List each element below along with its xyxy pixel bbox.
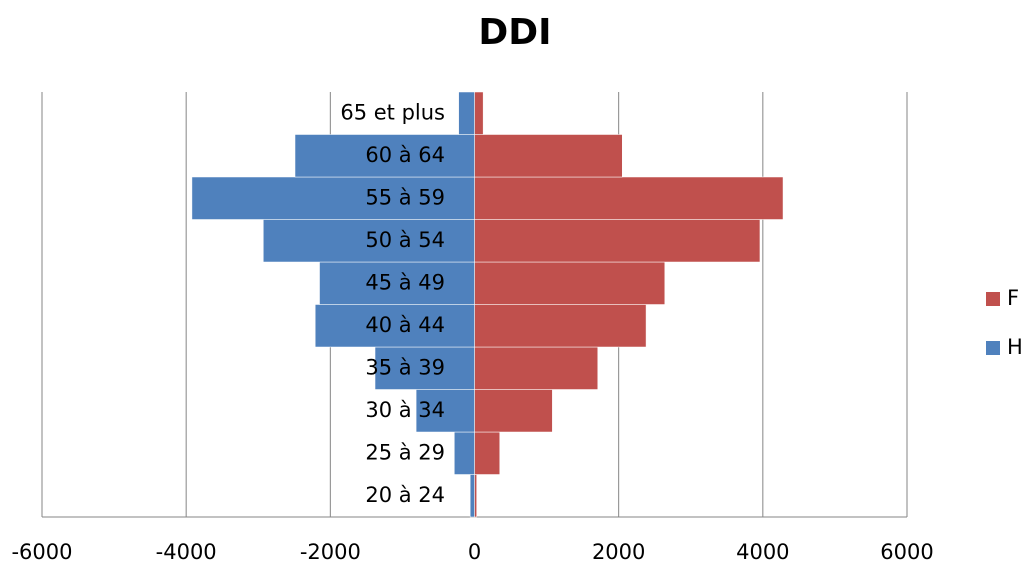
y-tick-label: 50 à 54: [365, 228, 445, 252]
x-tick-label: 4000: [736, 540, 789, 564]
bar: [474, 346, 599, 390]
legend-swatch: [986, 341, 1000, 355]
bar: [469, 474, 475, 518]
y-tick-label: 40 à 44: [365, 313, 445, 337]
y-tick-label: 30 à 34: [365, 398, 445, 422]
legend-label: H: [1007, 335, 1023, 359]
bar: [458, 91, 475, 135]
x-tick-label: -4000: [156, 540, 217, 564]
bar: [474, 134, 623, 178]
x-tick-label: 6000: [880, 540, 933, 564]
bar: [474, 389, 553, 433]
bar: [474, 474, 477, 518]
x-tick-label: -6000: [11, 540, 72, 564]
bar: [263, 219, 475, 263]
x-tick-label: 0: [468, 540, 481, 564]
bar: [454, 431, 475, 475]
y-tick-label: 65 et plus: [340, 100, 445, 124]
chart-title: DDI: [478, 12, 551, 53]
legend-swatch: [986, 292, 1000, 306]
legend-label: F: [1007, 286, 1019, 310]
bar: [314, 304, 475, 348]
bar: [474, 431, 500, 475]
bar: [474, 176, 784, 220]
bar: [474, 304, 647, 348]
y-tick-label: 60 à 64: [365, 143, 445, 167]
bar: [294, 134, 475, 178]
bar: [474, 91, 484, 135]
bar: [191, 176, 475, 220]
bar: [319, 261, 475, 305]
bar: [474, 219, 761, 263]
y-tick-label: 55 à 59: [365, 185, 445, 209]
bar: [374, 346, 475, 390]
y-tick-label: 45 à 49: [365, 270, 445, 294]
x-tick-label: 2000: [592, 540, 645, 564]
x-tick-label: -2000: [300, 540, 361, 564]
y-tick-label: 20 à 24: [365, 483, 445, 507]
y-tick-label: 25 à 29: [365, 440, 445, 464]
y-tick-label: 35 à 39: [365, 355, 445, 379]
bar: [474, 261, 666, 305]
bar: [415, 389, 475, 433]
